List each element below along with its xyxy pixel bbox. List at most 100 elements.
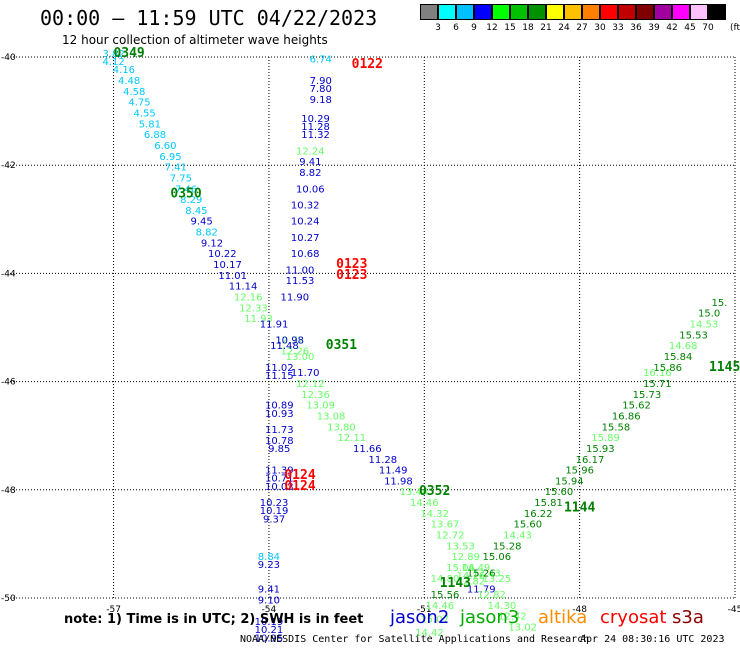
data-point: 15. (712, 298, 728, 309)
data-point: 10.19 (255, 617, 284, 628)
data-point: 3.82 (102, 49, 124, 60)
footer-timestamp: Apr 24 08:30:16 UTC 2023 (580, 634, 725, 645)
data-point: 10.71 (265, 474, 294, 485)
scale-swatch (708, 4, 726, 20)
data-point: 12.33 (239, 303, 268, 314)
data-point: 10.21 (255, 625, 284, 636)
data-point: 8.29 (180, 195, 202, 206)
scale-swatch (492, 4, 510, 20)
data-point: 13.08 (317, 411, 346, 422)
data-point: 15.84 (664, 352, 693, 363)
data-point: 15.28 (493, 541, 522, 552)
legend-altika: altika (538, 607, 588, 628)
x-tick-label: -57 (106, 605, 121, 615)
y-tick-label: -46 (1, 378, 16, 388)
x-tick-label: -45 (728, 605, 740, 615)
scale-label: 3 (435, 23, 441, 33)
scale-swatch (600, 4, 618, 20)
data-point: 4.75 (128, 98, 150, 109)
data-point: 11.15 (265, 371, 294, 382)
data-point: 10.17 (213, 260, 242, 271)
data-point: 11.00 (286, 265, 315, 276)
pass-time-label: 0122 (352, 57, 383, 72)
data-point: 4.55 (134, 109, 156, 120)
data-point: 11.91 (260, 320, 289, 331)
scale-label: 27 (576, 23, 588, 33)
data-point: 15.89 (591, 433, 620, 444)
data-point: 7.46 (175, 184, 197, 195)
scale-swatch (582, 4, 600, 20)
data-point: 10.19 (260, 506, 289, 517)
data-point: 14.42 (415, 628, 444, 639)
data-point: 9.85 (268, 444, 290, 455)
data-point: 10.22 (208, 249, 237, 260)
pass-time-label: 0352 (419, 484, 450, 499)
y-tick-label: -50 (1, 594, 16, 604)
data-point: 15.93 (586, 444, 615, 455)
scale-label: 9 (471, 23, 477, 33)
data-point: 11.39 (265, 466, 294, 477)
data-point: 9.45 (190, 217, 212, 228)
data-point: 4.12 (102, 57, 124, 68)
data-point: 12.36 (301, 390, 330, 401)
data-point: 12.12 (296, 379, 325, 390)
data-point: 14.46 (410, 498, 439, 509)
pass-time-label: 0349 (113, 46, 144, 61)
data-point: 16.17 (576, 455, 605, 466)
scale-swatch (456, 4, 474, 20)
scale-swatch (618, 4, 636, 20)
scale-label: 70 (702, 23, 714, 33)
data-point: 9.41 (299, 157, 321, 168)
scale-label: 33 (612, 23, 624, 33)
data-point: 10.27 (291, 233, 320, 244)
scale-swatch (672, 4, 690, 20)
data-point: 16.16 (643, 368, 672, 379)
data-point: 10.23 (260, 498, 289, 509)
x-tick-label: -51 (417, 605, 432, 615)
data-point: 11.93 (244, 314, 273, 325)
data-point: 10.98 (275, 336, 304, 347)
data-point: 15.53 (679, 330, 708, 341)
data-point: 11.70 (291, 368, 320, 379)
data-point: 15.62 (622, 401, 651, 412)
pass-time-label: 1143 (440, 576, 471, 591)
scale-label: 36 (630, 23, 642, 33)
data-point: 6.88 (144, 130, 166, 141)
scale-swatch (564, 4, 582, 20)
data-point: 14.68 (669, 341, 698, 352)
data-point: 14.26 (457, 571, 486, 582)
data-point: 16.86 (612, 411, 641, 422)
data-point: 10.06 (296, 184, 325, 195)
data-point: 12.24 (296, 146, 325, 157)
pass-time-label: 0124 (284, 468, 315, 483)
data-point: 15.96 (565, 466, 594, 477)
data-point: 11.32 (301, 130, 330, 141)
data-point: 10.89 (265, 401, 294, 412)
data-point: 11.73 (265, 425, 294, 436)
legend-s3a: s3a (672, 607, 704, 628)
data-point: 9.37 (263, 514, 285, 525)
scale-swatch (636, 4, 654, 20)
scale-label: 45 (684, 23, 696, 33)
data-point: 8.84 (258, 552, 280, 563)
data-point: 13.67 (431, 520, 460, 531)
data-point: 15.60 (514, 520, 543, 531)
data-point: 9.18 (310, 95, 332, 106)
scale-swatch (528, 4, 546, 20)
data-point: 11.01 (218, 271, 247, 282)
y-tick-label: -48 (1, 486, 16, 496)
pass-time-label: 0124 (284, 479, 315, 494)
data-point: 8.82 (299, 168, 321, 179)
data-point: 13.44 (400, 487, 429, 498)
x-tick-label: -48 (572, 605, 587, 615)
scale-label: 21 (540, 23, 552, 33)
data-point: 15.71 (643, 379, 672, 390)
pass-time-label: 0350 (170, 187, 201, 202)
data-point: 7.41 (165, 163, 187, 174)
data-point: 15.81 (534, 498, 563, 509)
data-point: 9.41 (258, 585, 280, 596)
data-point: 11.28 (301, 122, 330, 133)
data-point: 12.26 (281, 347, 310, 358)
scale-swatch (546, 4, 564, 20)
data-point: 14.30 (488, 601, 517, 612)
